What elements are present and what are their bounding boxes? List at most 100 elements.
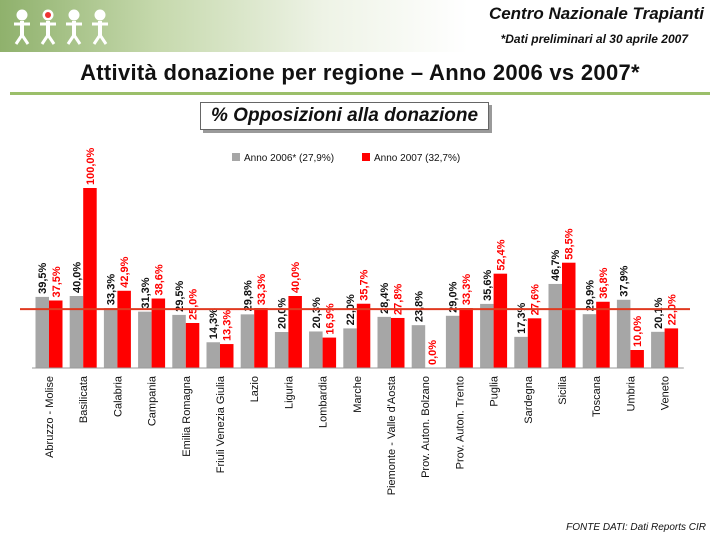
- value-label-2006: 29,8%: [242, 280, 254, 311]
- category-label: Lazio: [249, 376, 261, 402]
- category-label: Emilia Romagna: [181, 375, 193, 457]
- category-label: Prov. Auton. Trento: [454, 376, 466, 469]
- chart-title: % Opposizioni alla donazione: [200, 102, 490, 130]
- value-label-2006: 40,0%: [71, 262, 83, 293]
- category-label: Puglia: [489, 375, 501, 406]
- value-label-2007: 0,0%: [427, 340, 439, 365]
- value-label-2006: 17,3%: [516, 302, 528, 333]
- category-label: Friuli Venezia Giulia: [215, 375, 227, 473]
- bar-2006: [343, 328, 357, 368]
- bar-2007: [562, 262, 576, 368]
- bar-2006: [582, 314, 597, 368]
- category-label: Piemonte - Valle d'Aosta: [386, 375, 398, 495]
- legend-label-2006: Anno 2006* (27,9%): [244, 153, 334, 164]
- category-label: Umbria: [625, 375, 637, 411]
- bar-2007: [117, 290, 131, 368]
- legend-label-2007: Anno 2007 (32,7%): [374, 153, 460, 164]
- value-label-2007: 33,3%: [256, 274, 268, 305]
- bar-2007: [596, 301, 610, 368]
- legend-swatch-2007: [362, 153, 370, 161]
- value-label-2007: 36,8%: [598, 267, 610, 298]
- bar-2006: [411, 325, 426, 368]
- bar-2007: [356, 303, 371, 368]
- bar-2006: [274, 332, 289, 368]
- value-label-2006: 28,4%: [379, 282, 391, 313]
- value-label-2007: 40,0%: [290, 262, 302, 293]
- bar-2007: [322, 337, 337, 368]
- bar-2007: [83, 188, 97, 368]
- value-label-2007: 100,0%: [85, 147, 97, 185]
- bar-2007: [391, 317, 405, 368]
- bar-2007: [254, 308, 268, 368]
- category-label: Marche: [352, 376, 364, 413]
- bar-2006: [480, 303, 494, 368]
- bar-2007: [527, 318, 542, 368]
- bar-2007: [220, 344, 234, 368]
- bar-2006: [445, 315, 460, 368]
- bar-2007: [493, 273, 508, 368]
- category-label: Campania: [147, 375, 159, 426]
- value-label-2006: 35,6%: [482, 270, 494, 301]
- value-label-2007: 42,9%: [119, 256, 131, 287]
- bar-2007: [459, 308, 473, 368]
- value-label-2006: 37,9%: [619, 265, 631, 296]
- bar-2006: [309, 331, 323, 368]
- header-band: [0, 0, 720, 52]
- bar-2006: [138, 311, 152, 368]
- data-source: FONTE DATI: Dati Reports CIR: [566, 522, 706, 533]
- category-label: Toscana: [591, 375, 603, 417]
- value-label-2006: 20,1%: [653, 297, 665, 328]
- category-label: Lombardia: [318, 375, 330, 428]
- category-label: Basilicata: [78, 375, 90, 423]
- value-label-2006: 14,3%: [208, 308, 220, 339]
- bar-2006: [514, 336, 528, 368]
- value-label-2007: 27,6%: [530, 284, 542, 315]
- bar-chart: Anno 2006* (27,9%) Anno 2007 (32,7%) 39,5…: [20, 147, 690, 495]
- value-label-2007: 35,7%: [359, 269, 371, 300]
- bar-2006: [377, 316, 391, 368]
- value-label-2006: 39,5%: [37, 262, 49, 293]
- value-label-2006: 29,9%: [584, 280, 596, 311]
- category-label: Sicilia: [557, 375, 569, 405]
- category-label: Calabria: [112, 375, 124, 417]
- bar-2007: [49, 300, 63, 368]
- bar-2006: [172, 314, 186, 368]
- title-divider: [10, 92, 710, 95]
- bar-2006: [103, 308, 118, 368]
- category-label: Veneto: [660, 376, 672, 410]
- value-label-2006: 33,3%: [106, 274, 118, 305]
- bar-2007: [288, 296, 302, 368]
- value-label-2007: 33,3%: [461, 274, 473, 305]
- logo-people-icon: [14, 9, 108, 45]
- bar-2006: [651, 331, 665, 368]
- category-label: Liguria: [283, 375, 295, 409]
- bar-2007: [664, 328, 679, 368]
- value-label-2006: 20,3%: [311, 297, 323, 328]
- bar-2006: [240, 314, 255, 368]
- category-label: Prov. Auton. Bolzano: [420, 376, 432, 478]
- value-label-2007: 27,8%: [393, 284, 405, 315]
- value-label-2006: 29,5%: [174, 280, 186, 311]
- value-label-2006: 23,8%: [413, 291, 425, 322]
- value-label-2007: 52,4%: [495, 239, 507, 270]
- value-label-2007: 58,5%: [564, 228, 576, 259]
- bar-2006: [616, 299, 631, 368]
- value-label-2007: 16,9%: [324, 303, 336, 334]
- value-label-2007: 10,0%: [632, 316, 644, 347]
- value-label-2007: 25,0%: [188, 289, 200, 320]
- value-label-2006: 29,0%: [448, 281, 460, 312]
- chart-legend: Anno 2006* (27,9%) Anno 2007 (32,7%): [232, 153, 460, 164]
- bar-2006: [548, 283, 562, 368]
- category-label: Abruzzo - Molise: [44, 376, 56, 458]
- value-label-2007: 13,3%: [222, 310, 234, 341]
- bar-2006: [69, 296, 84, 368]
- bar-2006: [206, 342, 220, 368]
- preliminary-data-note: *Dati preliminari al 30 aprile 2007: [500, 32, 688, 46]
- legend-swatch-2006: [232, 153, 240, 161]
- value-label-2007: 38,6%: [153, 264, 165, 295]
- value-label-2006: 46,7%: [550, 250, 562, 281]
- bar-2007: [185, 323, 200, 368]
- category-label: Sardegna: [523, 375, 535, 424]
- value-label-2007: 37,5%: [51, 266, 63, 297]
- organization-name: Centro Nazionale Trapianti: [488, 4, 704, 23]
